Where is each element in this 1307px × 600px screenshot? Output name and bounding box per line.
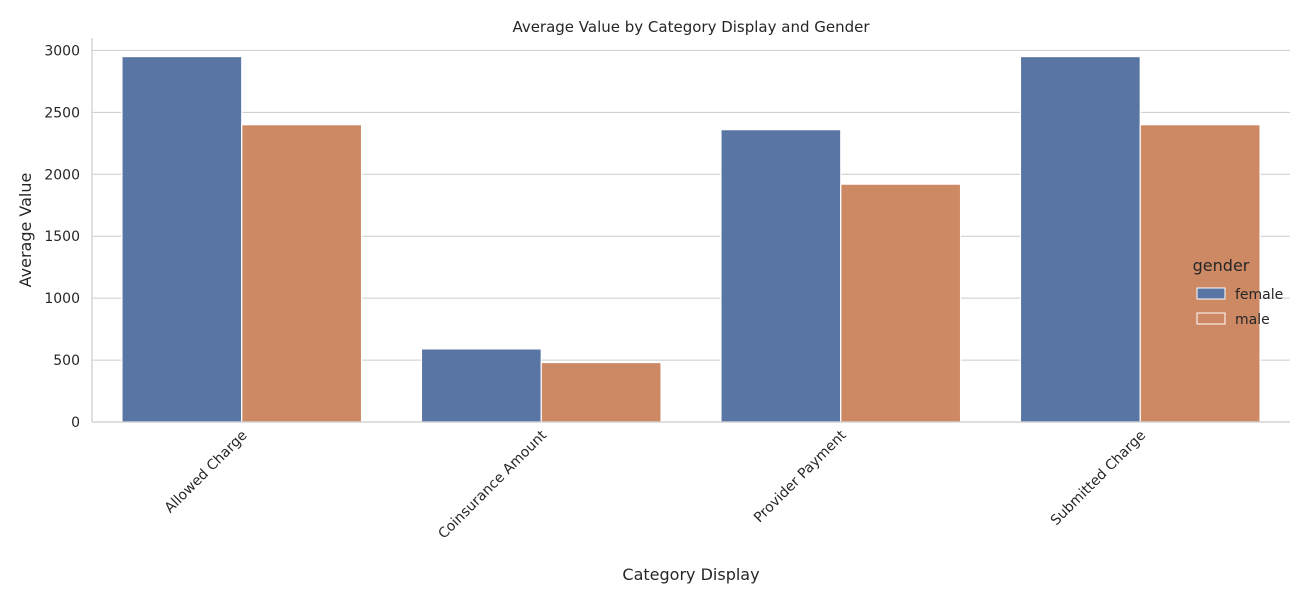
bar-male bbox=[540, 361, 662, 423]
legend-label-female: female bbox=[1235, 287, 1283, 303]
bar-male bbox=[241, 124, 363, 423]
y-tick-label: 500 bbox=[53, 353, 80, 369]
x-tick-labels: Allowed Charge Coinsurance Amount Provider… bbox=[162, 427, 1149, 542]
bar-female bbox=[121, 55, 243, 423]
bar-female bbox=[720, 129, 842, 423]
legend: gender female male bbox=[1193, 256, 1284, 328]
bars bbox=[121, 55, 1261, 423]
y-tick-label: 0 bbox=[71, 415, 80, 431]
y-tick-label: 2000 bbox=[44, 167, 80, 183]
legend-swatch-female bbox=[1196, 287, 1226, 300]
legend-label-male: male bbox=[1235, 312, 1270, 328]
y-tick-label: 2500 bbox=[44, 105, 80, 121]
axes bbox=[91, 38, 1290, 423]
x-tick-label: Allowed Charge bbox=[162, 428, 251, 517]
x-axis-title: Category Display bbox=[622, 565, 759, 584]
bar-male bbox=[840, 183, 962, 423]
y-tick-labels: 0 500 1000 1500 2000 2500 3000 bbox=[44, 43, 80, 431]
legend-swatch-male bbox=[1196, 312, 1226, 325]
y-tick-label: 1000 bbox=[44, 291, 80, 307]
chart-title: Average Value by Category Display and Ge… bbox=[512, 18, 870, 36]
bar-female bbox=[420, 348, 542, 423]
y-axis-title: Average Value bbox=[16, 173, 35, 288]
x-tick-label: Coinsurance Amount bbox=[435, 427, 550, 542]
legend-title: gender bbox=[1193, 256, 1250, 275]
x-tick-label: Provider Payment bbox=[751, 427, 850, 526]
bar-female bbox=[1019, 55, 1141, 423]
y-tick-label: 3000 bbox=[44, 43, 80, 59]
y-tick-label: 1500 bbox=[44, 229, 80, 245]
legend-items: female male bbox=[1196, 287, 1283, 328]
x-tick-label: Submitted Charge bbox=[1048, 428, 1149, 529]
